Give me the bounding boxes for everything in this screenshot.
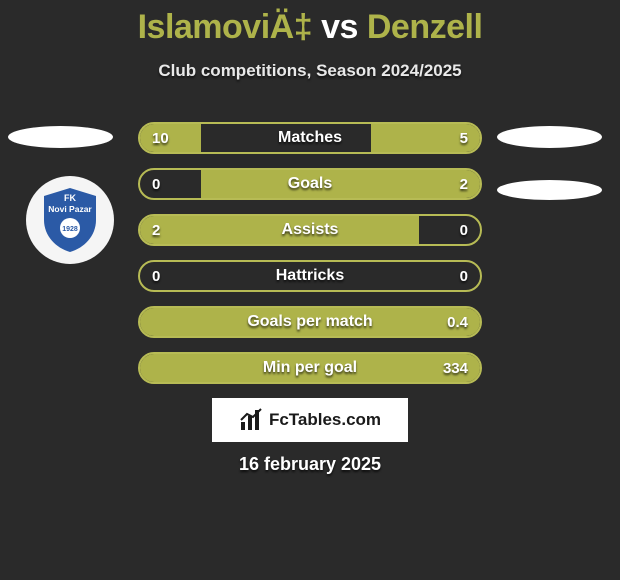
vs-separator: vs (321, 8, 358, 46)
shield-icon: FK Novi Pazar 1928 (40, 186, 100, 254)
decor-ellipse-right-mid (497, 180, 602, 200)
svg-text:1928: 1928 (62, 226, 78, 233)
stats-panel: 105Matches 02Goals 20Assists 00Hattricks 0.4… (138, 122, 482, 398)
svg-text:FK: FK (64, 193, 76, 203)
source-logo-text: FcTables.com (269, 410, 381, 430)
stat-row: 105Matches (138, 122, 482, 154)
stat-row: 00Hattricks (138, 260, 482, 292)
chart-icon (239, 408, 263, 432)
page-title: IslamoviÄ‡ vs Denzell (0, 0, 620, 47)
player1-name: IslamoviÄ‡ (138, 8, 313, 46)
stat-label: Matches (140, 124, 480, 152)
date-text: 16 february 2025 (0, 454, 620, 475)
stat-label: Goals (140, 170, 480, 198)
stat-row: 02Goals (138, 168, 482, 200)
player2-name: Denzell (367, 8, 483, 46)
decor-ellipse-right-top (497, 126, 602, 148)
club-badge: FK Novi Pazar 1928 (26, 176, 114, 264)
stat-row: 334Min per goal (138, 352, 482, 384)
subtitle: Club competitions, Season 2024/2025 (0, 61, 620, 81)
stat-label: Goals per match (140, 308, 480, 336)
stat-row: 20Assists (138, 214, 482, 246)
stat-label: Min per goal (140, 354, 480, 382)
svg-text:Novi Pazar: Novi Pazar (48, 204, 92, 214)
stat-label: Assists (140, 216, 480, 244)
stat-row: 0.4Goals per match (138, 306, 482, 338)
source-logo: FcTables.com (212, 398, 408, 442)
decor-ellipse-left (8, 126, 113, 148)
stat-label: Hattricks (140, 262, 480, 290)
